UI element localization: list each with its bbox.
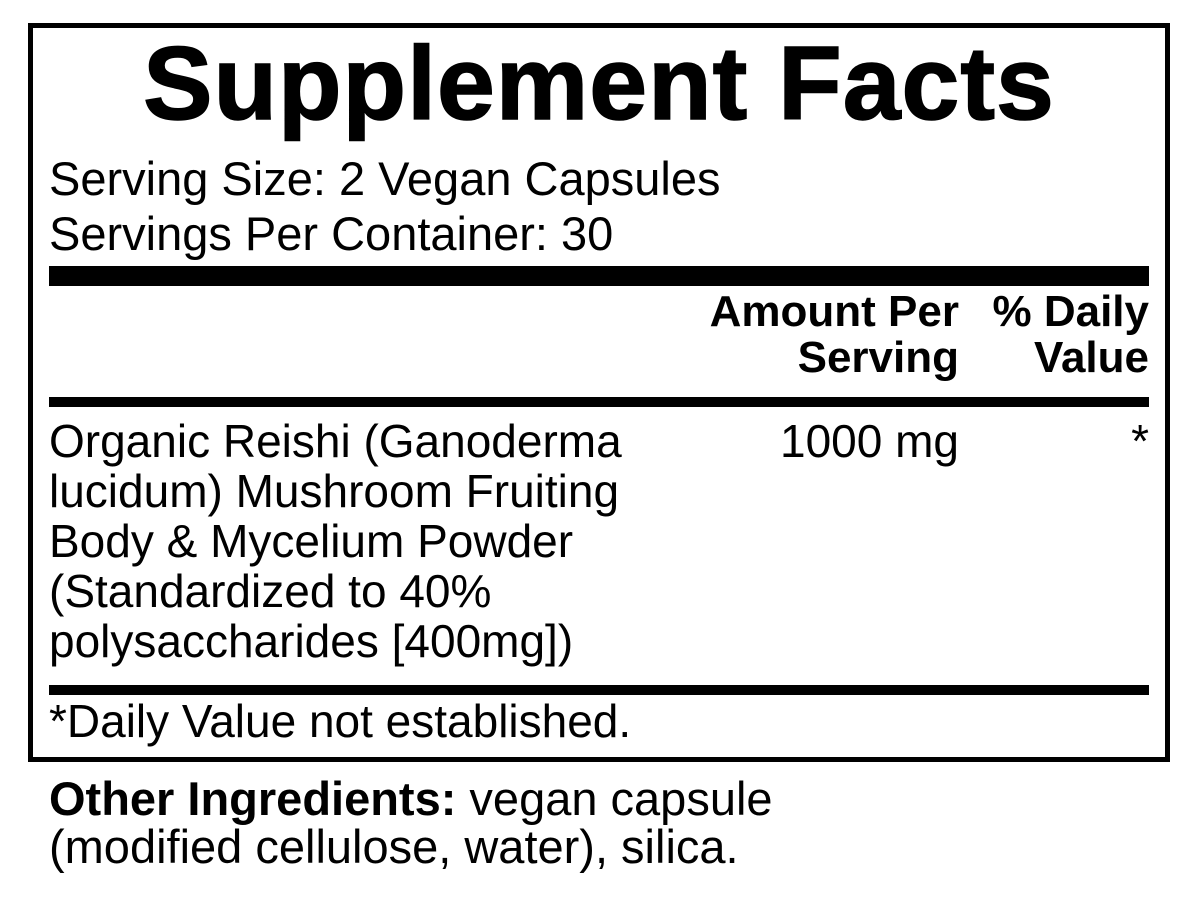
other-ingredients-label: Other Ingredients: <box>49 772 457 825</box>
daily-value-footnote: *Daily Value not established. <box>49 695 632 747</box>
thick-divider-rule <box>49 266 1149 286</box>
column-headers-row: Amount Per Serving % Daily Value <box>49 289 1149 381</box>
other-ingredients-text: vegan capsule (modified cellulose, water… <box>49 772 773 873</box>
ingredient-name: Organic Reishi (Ganoderma lucidum) Mushr… <box>49 415 622 667</box>
supplement-facts-panel: Supplement Facts Serving Size: 2 Vegan C… <box>28 23 1170 762</box>
serving-info: Serving Size: 2 Vegan Capsules Servings … <box>49 151 1149 261</box>
servings-per-container-text: Servings Per Container: 30 <box>49 207 614 260</box>
amount-per-serving-header: Amount Per Serving <box>709 287 959 382</box>
other-ingredients-section: Other Ingredients: vegan capsule (modifi… <box>49 775 849 871</box>
ingredient-daily-value: * <box>1131 415 1149 467</box>
ingredient-amount: 1000 mg <box>779 415 959 467</box>
serving-size-text: Serving Size: 2 Vegan Capsules <box>49 152 721 205</box>
header-divider-rule <box>49 397 1149 407</box>
percent-daily-value-header: % Daily Value <box>992 287 1149 382</box>
footnote-divider-rule <box>49 685 1149 695</box>
panel-title: Supplement Facts <box>142 26 1055 142</box>
ingredient-row: Organic Reishi (Ganoderma lucidum) Mushr… <box>49 416 1149 666</box>
